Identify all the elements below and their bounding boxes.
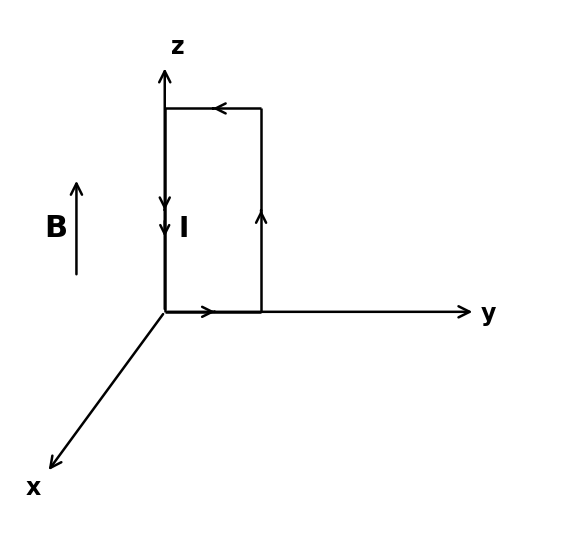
Text: I: I	[178, 215, 188, 243]
Text: x: x	[26, 477, 41, 500]
Text: B: B	[45, 214, 68, 243]
Text: z: z	[171, 35, 185, 59]
Text: y: y	[481, 302, 496, 327]
